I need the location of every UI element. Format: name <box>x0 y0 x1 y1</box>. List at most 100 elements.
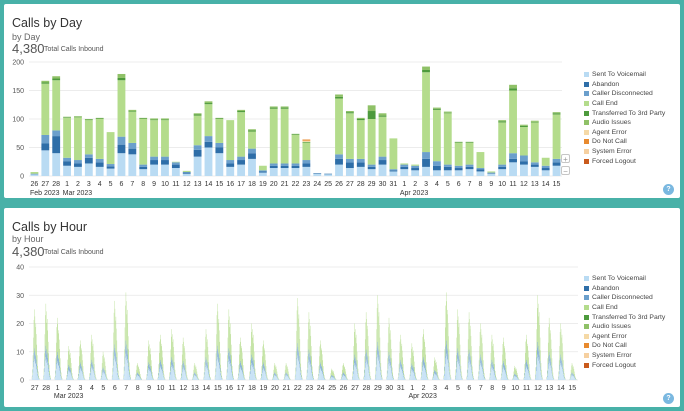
bar-segment <box>302 160 311 164</box>
legend-item[interactable]: Agent Error <box>584 332 665 342</box>
legend-item[interactable]: Call End <box>584 99 665 109</box>
bar-segment <box>52 78 61 81</box>
x-tick-label: 9 <box>152 181 156 188</box>
bar-segment <box>422 152 430 159</box>
bar-segment <box>128 142 137 149</box>
bar-segment <box>128 111 137 143</box>
zoom-in-button[interactable]: + <box>561 154 570 164</box>
bar-segment <box>454 142 463 143</box>
x-tick-label: 15 <box>215 181 223 188</box>
legend-item[interactable]: Abandon <box>584 80 665 90</box>
legend-item[interactable]: Agent Error <box>584 128 665 138</box>
bar-segment <box>30 173 39 175</box>
legend-item[interactable]: Caller Disconnected <box>584 89 665 99</box>
x-tick-label: 19 <box>260 385 268 392</box>
bar-segment <box>389 138 398 170</box>
legend-item[interactable]: Sent To Voicemail <box>584 274 665 284</box>
x-tick-label: 10 <box>161 181 169 188</box>
bar-segment <box>52 136 61 154</box>
legend-item[interactable]: Do Not Call <box>584 137 665 147</box>
legend-item[interactable]: Transferred To 3rd Party <box>584 108 665 118</box>
bar-segment <box>443 111 452 113</box>
total-calls-label: Total Calls Inbound <box>44 249 104 256</box>
x-tick-label: 13 <box>191 385 199 392</box>
bar-segment <box>52 80 61 131</box>
legend-item[interactable]: Do Not Call <box>584 341 665 351</box>
legend-swatch <box>584 120 589 126</box>
x-tick-label: 15 <box>568 385 576 392</box>
x-tick-label: 31 <box>389 181 397 188</box>
legend-item[interactable]: Sent To Voicemail <box>584 70 665 80</box>
bar-segment <box>291 134 300 135</box>
x-tick-label: 3 <box>424 181 428 188</box>
legend-item[interactable]: Transferred To 3rd Party <box>584 312 665 322</box>
legend-swatch <box>584 362 589 368</box>
bar-segment <box>530 164 539 167</box>
bar-segment <box>476 168 485 170</box>
x-tick-label: 17 <box>237 385 245 392</box>
bar-segment <box>193 115 202 146</box>
x-tick-label: 4 <box>435 181 439 188</box>
bar-segment <box>454 141 463 143</box>
legend-item[interactable]: Call End <box>584 303 665 313</box>
bar-segment <box>411 164 420 166</box>
bar-segment <box>128 154 137 176</box>
bar-segment <box>552 162 561 166</box>
x-tick-label: 2 <box>76 181 80 188</box>
bar-segment <box>161 156 169 161</box>
bar-segment <box>400 169 409 176</box>
bar-segment <box>74 166 82 176</box>
help-icon[interactable]: ? <box>663 393 674 404</box>
bar-segment <box>248 131 256 149</box>
bar-segment <box>487 173 496 174</box>
legend-swatch <box>584 353 589 359</box>
legend-item[interactable]: Abandon <box>584 284 665 294</box>
legend-item[interactable]: Audio Issues <box>584 118 665 128</box>
legend-item[interactable]: Forced Logout <box>584 156 665 166</box>
x-tick-label: 30 <box>385 385 393 392</box>
bar-segment <box>367 105 376 112</box>
x-tick-label: 3 <box>79 385 83 392</box>
bar-segment <box>128 111 137 112</box>
help-icon[interactable]: ? <box>663 184 674 195</box>
bar-segment <box>443 166 452 171</box>
legend-item[interactable]: Forced Logout <box>584 360 665 370</box>
x-tick-label: 24 <box>313 181 321 188</box>
legend-item[interactable]: System Error <box>584 351 665 361</box>
bar-segment <box>117 136 126 145</box>
zoom-out-button[interactable]: − <box>561 166 570 176</box>
bar-segment <box>161 164 169 176</box>
bar-segment <box>454 142 463 166</box>
y-tick-label: 0 <box>20 174 24 181</box>
x-tick-label: 26 <box>340 385 348 392</box>
bar-segment <box>345 162 354 169</box>
bar-segment <box>41 83 50 135</box>
bar-segment <box>378 164 387 176</box>
bar-segment <box>258 171 267 173</box>
x-tick-label: 16 <box>226 181 234 188</box>
bar-segment <box>280 163 289 166</box>
x-tick-label: 27 <box>41 181 49 188</box>
bar-segment <box>269 106 278 108</box>
bar-segment <box>95 118 104 119</box>
bar-segment <box>465 164 474 167</box>
bar-segment <box>530 166 539 176</box>
legend-item[interactable]: System Error <box>584 147 665 157</box>
bar-segment <box>356 158 365 163</box>
legend-item[interactable]: Caller Disconnected <box>584 293 665 303</box>
legend-item[interactable]: Audio Issues <box>584 322 665 332</box>
bar-segment <box>74 116 82 117</box>
bar-segment <box>226 163 235 167</box>
legend-label: Audio Issues <box>592 119 631 127</box>
bar-segment <box>498 164 507 167</box>
legend-label: System Error <box>592 352 632 360</box>
bar-segment <box>41 80 50 83</box>
x-tick-label: 19 <box>259 181 267 188</box>
bar-segment <box>95 117 104 119</box>
x-tick-label: 29 <box>368 181 376 188</box>
bar-segment <box>150 119 159 121</box>
x-tick-label: 10 <box>157 385 165 392</box>
bar-segment <box>422 69 430 73</box>
bar-segment <box>248 130 256 132</box>
